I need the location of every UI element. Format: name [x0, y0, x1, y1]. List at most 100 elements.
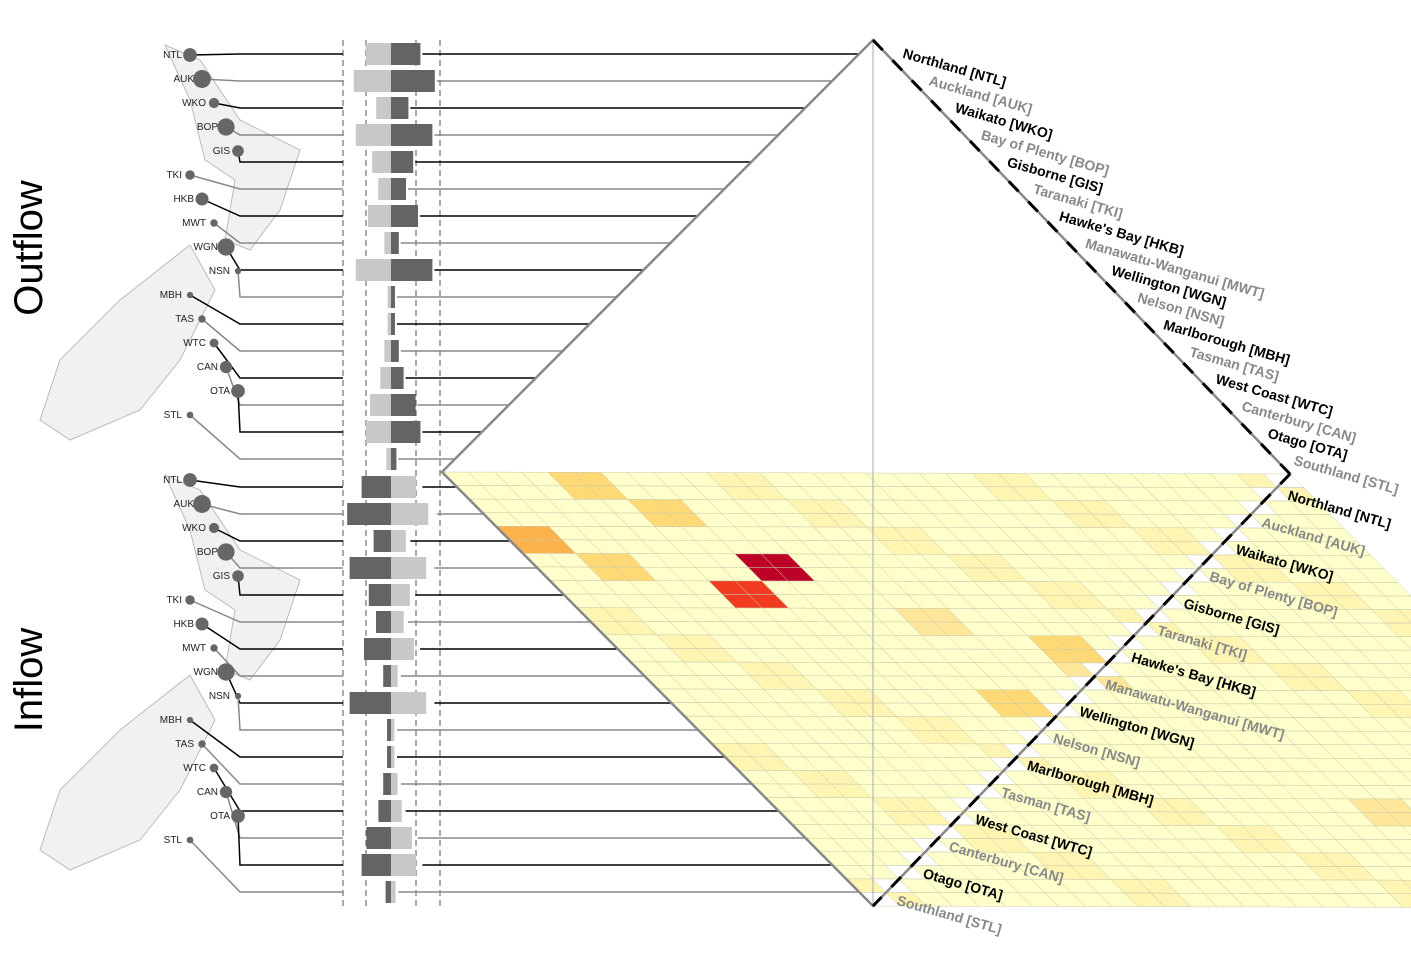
bar-light: [391, 476, 416, 498]
bar-light: [391, 611, 404, 633]
map-marker: [198, 740, 206, 748]
heatmap-cell: [1388, 839, 1411, 854]
region-label-outflow: Southland [STL]: [1292, 452, 1400, 497]
map-connector: [201, 78, 343, 82]
heatmap-cell: [1372, 717, 1411, 732]
map-abbr: MBH: [160, 290, 182, 301]
map-abbr: OTA: [210, 811, 230, 822]
bar-dark: [378, 800, 391, 822]
map-marker: [185, 595, 195, 605]
map-abbr: AUK: [173, 74, 194, 85]
bar-dark: [391, 70, 435, 92]
map-connector: [189, 53, 343, 56]
map-marker: [186, 291, 194, 299]
map-abbr: WGN: [194, 667, 218, 678]
bar-light: [376, 97, 391, 119]
map-abbr: MWT: [182, 218, 206, 229]
bar-light: [355, 124, 391, 146]
map-connector: [225, 366, 343, 406]
map-abbr: TAS: [175, 314, 194, 325]
bar-light: [391, 503, 429, 525]
bar-dark: [349, 692, 391, 714]
heatmap-cell: [1384, 649, 1411, 664]
bar-dark: [387, 746, 391, 768]
map-marker: [232, 145, 244, 157]
heatmap-cell: [1402, 879, 1411, 890]
heatmap-cell: [1372, 690, 1411, 705]
bar-dark: [391, 178, 406, 200]
map-connector: [237, 575, 343, 596]
bar-dark: [391, 367, 404, 389]
bar-light: [387, 313, 391, 335]
outflow-title: Outflow: [7, 180, 51, 316]
heatmap-cell: [1374, 798, 1411, 813]
map-marker: [209, 763, 219, 773]
map-marker: [195, 192, 209, 206]
map-abbr: STL: [164, 835, 183, 846]
bar-dark: [391, 313, 395, 335]
heatmap-cell: [1387, 812, 1411, 827]
map-abbr: OTA: [210, 386, 230, 397]
bar-dark: [368, 584, 391, 606]
heatmap-cell: [1374, 852, 1411, 867]
map-connector: [201, 743, 343, 785]
heatmap-cell: [1373, 744, 1411, 759]
map-marker: [186, 836, 194, 844]
bar-dark: [373, 530, 391, 552]
heatmap-cell: [1374, 825, 1411, 840]
bar-dark: [387, 719, 391, 741]
heatmap-cell: [1398, 663, 1411, 677]
map-connector: [213, 647, 343, 677]
map-connector: [189, 414, 343, 460]
bar-dark: [391, 97, 409, 119]
map-connector: [213, 527, 343, 542]
heatmap-cell: [1384, 622, 1411, 637]
heatmap-cell: [1371, 636, 1411, 651]
bar-dark: [391, 394, 416, 416]
map-abbr: NSN: [209, 691, 230, 702]
bar-dark: [391, 448, 397, 470]
map-marker: [195, 617, 209, 631]
bar-light: [391, 692, 427, 714]
bar-light: [391, 800, 402, 822]
bar-dark: [366, 827, 391, 849]
nz-maps: [39, 44, 301, 871]
map-connector: [201, 198, 343, 217]
heatmap-cell: [1397, 636, 1411, 650]
heatmap-cell: [1387, 785, 1411, 800]
bar-light: [372, 151, 391, 173]
bar-light: [387, 286, 391, 308]
map-marker: [234, 267, 242, 275]
connector-lines: NTL AUK WKO BOP GIS TKI HKB MWT WGN NSN MBH TAS WTC C…: [160, 48, 860, 893]
map-connector: [225, 246, 343, 271]
bar-light: [391, 530, 406, 552]
map-abbr: TAS: [175, 739, 194, 750]
map-abbr: STL: [164, 410, 183, 421]
map-abbr: AUK: [173, 499, 194, 510]
map-abbr: CAN: [197, 362, 218, 373]
heatmap-cell: [1400, 798, 1411, 810]
bar-dark: [383, 665, 391, 687]
map-connector: [201, 503, 343, 515]
bar-dark: [361, 476, 391, 498]
bar-light: [378, 178, 391, 200]
map-abbr: NSN: [209, 266, 230, 277]
heatmap-grid: [440, 38, 1411, 908]
map-marker: [183, 473, 197, 487]
map-connector: [213, 342, 343, 379]
heatmap-cell: [1375, 879, 1411, 895]
bar-light: [391, 719, 395, 741]
bar-light: [391, 746, 395, 768]
map-connector: [189, 839, 343, 893]
heatmap-cell: [1397, 609, 1411, 623]
map-marker: [193, 495, 211, 513]
bar-light: [391, 584, 410, 606]
map-abbr: WKO: [182, 523, 206, 534]
bar-dark: [391, 151, 414, 173]
map-marker: [185, 170, 195, 180]
heatmap-cell: [1388, 893, 1411, 908]
bar-light: [384, 232, 391, 254]
map-abbr: MBH: [160, 715, 182, 726]
map-connector: [189, 479, 343, 488]
